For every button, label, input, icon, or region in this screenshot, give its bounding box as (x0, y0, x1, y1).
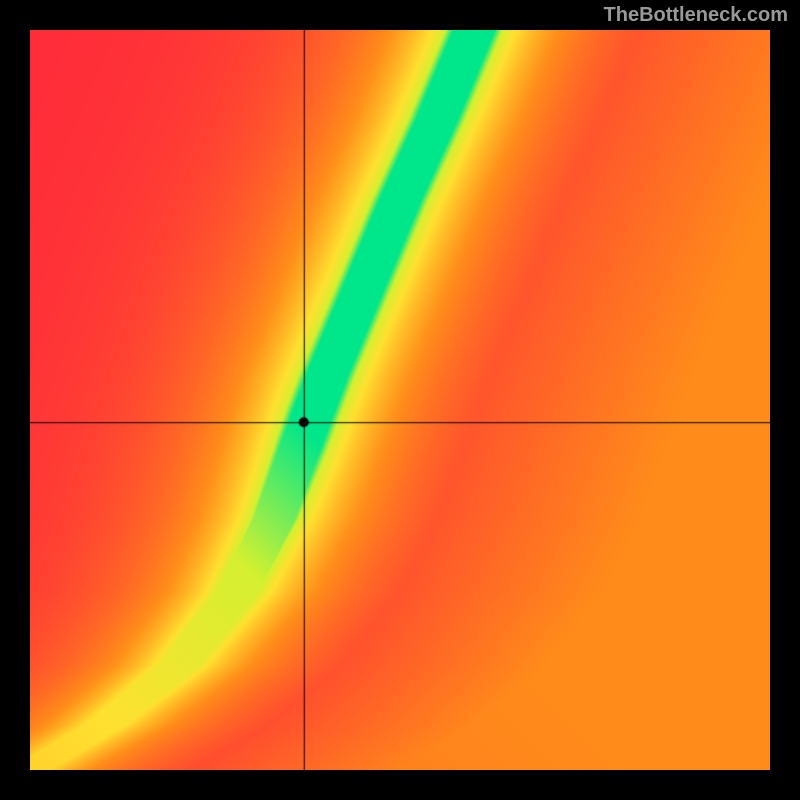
heatmap-canvas (30, 30, 770, 770)
heatmap-plot (30, 30, 770, 770)
watermark-text: TheBottleneck.com (604, 4, 788, 27)
